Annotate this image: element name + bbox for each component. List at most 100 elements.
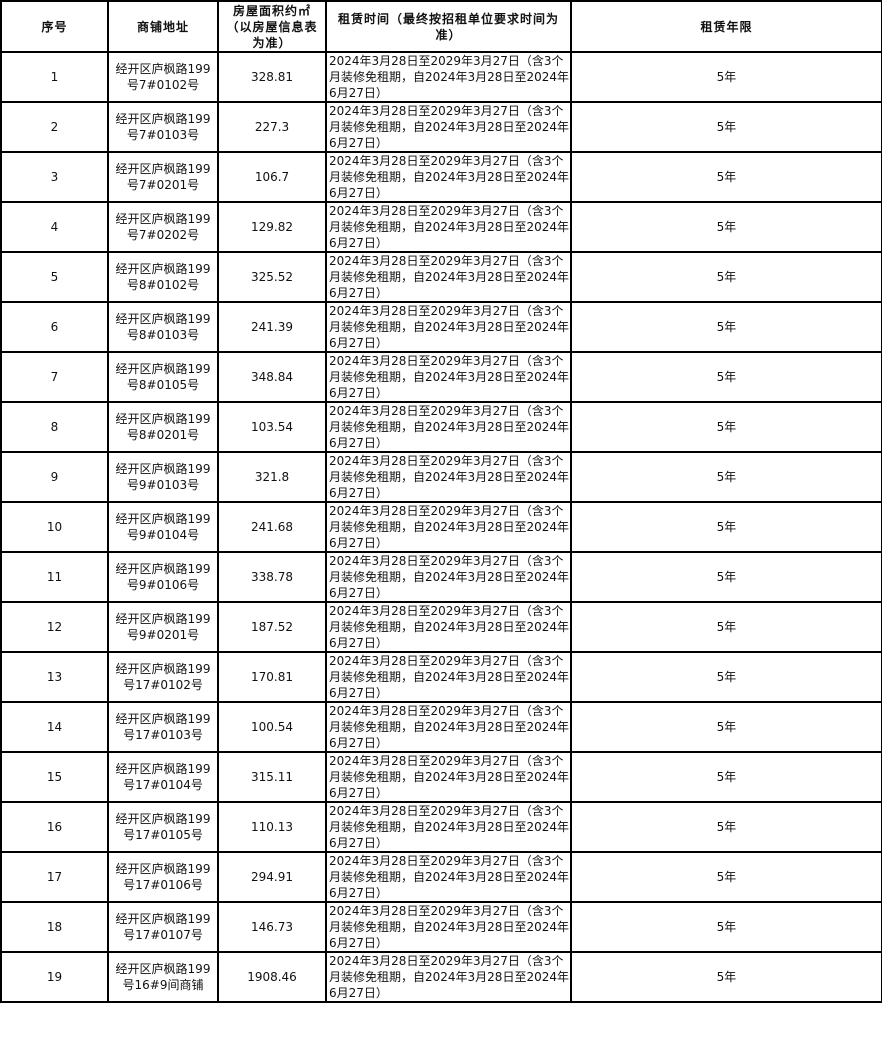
table-row: 13 经开区庐枫路199号17#0102号 170.81 2024年3月28日至202…: [0, 651, 882, 703]
cell-period: 2024年3月28日至2029年3月27日（含3个月装修免租期，自2024年3月…: [325, 751, 572, 803]
cell-no: 9: [0, 451, 109, 503]
cell-address: 经开区庐枫路199号8#0201号: [107, 401, 219, 453]
cell-period: 2024年3月28日至2029年3月27日（含3个月装修免租期，自2024年3月…: [325, 901, 572, 953]
cell-term: 5年: [570, 601, 882, 653]
table-row: 14 经开区庐枫路199号17#0103号 100.54 2024年3月28日至202…: [0, 701, 882, 753]
lease-table: 序号 商铺地址 房屋面积约㎡（以房屋信息表为准） 租赁时间（最终按招租单位要求时…: [0, 0, 882, 1003]
cell-no: 13: [0, 651, 109, 703]
cell-address: 经开区庐枫路199号17#0102号: [107, 651, 219, 703]
cell-term: 5年: [570, 451, 882, 503]
cell-no: 17: [0, 851, 109, 903]
table-row: 19 经开区庐枫路199号16#9间商铺 1908.46 2024年3月28日至202…: [0, 951, 882, 1003]
cell-address: 经开区庐枫路199号17#0103号: [107, 701, 219, 753]
cell-area: 328.81: [217, 51, 327, 103]
cell-address: 经开区庐枫路199号9#0103号: [107, 451, 219, 503]
cell-term: 5年: [570, 751, 882, 803]
cell-term: 5年: [570, 951, 882, 1003]
cell-term: 5年: [570, 551, 882, 603]
cell-period: 2024年3月28日至2029年3月27日（含3个月装修免租期，自2024年3月…: [325, 351, 572, 403]
cell-period: 2024年3月28日至2029年3月27日（含3个月装修免租期，自2024年3月…: [325, 401, 572, 453]
cell-address: 经开区庐枫路199号17#0104号: [107, 751, 219, 803]
cell-area: 227.3: [217, 101, 327, 153]
table-row: 8 经开区庐枫路199号8#0201号 103.54 2024年3月28日至2029年…: [0, 401, 882, 453]
cell-address: 经开区庐枫路199号17#0105号: [107, 801, 219, 853]
cell-address: 经开区庐枫路199号7#0202号: [107, 201, 219, 253]
cell-no: 16: [0, 801, 109, 853]
cell-term: 5年: [570, 401, 882, 453]
cell-period: 2024年3月28日至2029年3月27日（含3个月装修免租期，自2024年3月…: [325, 201, 572, 253]
table-row: 2 经开区庐枫路199号7#0103号 227.3 2024年3月28日至2029年3…: [0, 101, 882, 153]
cell-no: 2: [0, 101, 109, 153]
cell-area: 321.8: [217, 451, 327, 503]
cell-period: 2024年3月28日至2029年3月27日（含3个月装修免租期，自2024年3月…: [325, 551, 572, 603]
cell-area: 106.7: [217, 151, 327, 203]
cell-term: 5年: [570, 851, 882, 903]
cell-area: 338.78: [217, 551, 327, 603]
cell-address: 经开区庐枫路199号7#0201号: [107, 151, 219, 203]
cell-period: 2024年3月28日至2029年3月27日（含3个月装修免租期，自2024年3月…: [325, 651, 572, 703]
cell-area: 1908.46: [217, 951, 327, 1003]
cell-term: 5年: [570, 351, 882, 403]
table-row: 4 经开区庐枫路199号7#0202号 129.82 2024年3月28日至2029年…: [0, 201, 882, 253]
table-row: 1 经开区庐枫路199号7#0102号 328.81 2024年3月28日至2029年…: [0, 51, 882, 103]
cell-area: 110.13: [217, 801, 327, 853]
cell-no: 6: [0, 301, 109, 353]
cell-address: 经开区庐枫路199号7#0102号: [107, 51, 219, 103]
cell-area: 129.82: [217, 201, 327, 253]
cell-period: 2024年3月28日至2029年3月27日（含3个月装修免租期，自2024年3月…: [325, 701, 572, 753]
table-row: 9 经开区庐枫路199号9#0103号 321.8 2024年3月28日至2029年3…: [0, 451, 882, 503]
table-row: 10 经开区庐枫路199号9#0104号 241.68 2024年3月28日至2029…: [0, 501, 882, 553]
cell-address: 经开区庐枫路199号7#0103号: [107, 101, 219, 153]
cell-address: 经开区庐枫路199号9#0106号: [107, 551, 219, 603]
cell-address: 经开区庐枫路199号17#0107号: [107, 901, 219, 953]
cell-period: 2024年3月28日至2029年3月27日（含3个月装修免租期，自2024年3月…: [325, 951, 572, 1003]
table-row: 12 经开区庐枫路199号9#0201号 187.52 2024年3月28日至2029…: [0, 601, 882, 653]
cell-area: 170.81: [217, 651, 327, 703]
table-row: 6 经开区庐枫路199号8#0103号 241.39 2024年3月28日至2029年…: [0, 301, 882, 353]
cell-no: 7: [0, 351, 109, 403]
cell-period: 2024年3月28日至2029年3月27日（含3个月装修免租期，自2024年3月…: [325, 801, 572, 853]
table-row: 17 经开区庐枫路199号17#0106号 294.91 2024年3月28日至202…: [0, 851, 882, 903]
cell-term: 5年: [570, 651, 882, 703]
cell-term: 5年: [570, 301, 882, 353]
cell-area: 100.54: [217, 701, 327, 753]
cell-no: 18: [0, 901, 109, 953]
cell-term: 5年: [570, 201, 882, 253]
cell-address: 经开区庐枫路199号16#9间商铺: [107, 951, 219, 1003]
header-address: 商铺地址: [107, 0, 219, 53]
cell-address: 经开区庐枫路199号8#0103号: [107, 301, 219, 353]
header-area: 房屋面积约㎡（以房屋信息表为准）: [217, 0, 327, 53]
header-term: 租赁年限: [570, 0, 882, 53]
cell-period: 2024年3月28日至2029年3月27日（含3个月装修免租期，自2024年3月…: [325, 101, 572, 153]
cell-area: 187.52: [217, 601, 327, 653]
cell-address: 经开区庐枫路199号17#0106号: [107, 851, 219, 903]
cell-no: 5: [0, 251, 109, 303]
cell-term: 5年: [570, 801, 882, 853]
cell-address: 经开区庐枫路199号8#0105号: [107, 351, 219, 403]
table-row: 3 经开区庐枫路199号7#0201号 106.7 2024年3月28日至2029年3…: [0, 151, 882, 203]
cell-no: 19: [0, 951, 109, 1003]
cell-no: 10: [0, 501, 109, 553]
cell-no: 3: [0, 151, 109, 203]
table-row: 15 经开区庐枫路199号17#0104号 315.11 2024年3月28日至202…: [0, 751, 882, 803]
cell-term: 5年: [570, 151, 882, 203]
cell-period: 2024年3月28日至2029年3月27日（含3个月装修免租期，自2024年3月…: [325, 851, 572, 903]
cell-area: 325.52: [217, 251, 327, 303]
table-row: 18 经开区庐枫路199号17#0107号 146.73 2024年3月28日至202…: [0, 901, 882, 953]
cell-no: 11: [0, 551, 109, 603]
cell-period: 2024年3月28日至2029年3月27日（含3个月装修免租期，自2024年3月…: [325, 251, 572, 303]
header-period: 租赁时间（最终按招租单位要求时间为准）: [325, 0, 572, 53]
cell-period: 2024年3月28日至2029年3月27日（含3个月装修免租期，自2024年3月…: [325, 51, 572, 103]
cell-area: 241.68: [217, 501, 327, 553]
cell-no: 8: [0, 401, 109, 453]
cell-area: 294.91: [217, 851, 327, 903]
cell-area: 241.39: [217, 301, 327, 353]
cell-area: 146.73: [217, 901, 327, 953]
cell-address: 经开区庐枫路199号9#0201号: [107, 601, 219, 653]
table-row: 11 经开区庐枫路199号9#0106号 338.78 2024年3月28日至2029…: [0, 551, 882, 603]
cell-term: 5年: [570, 251, 882, 303]
header-row: 序号 商铺地址 房屋面积约㎡（以房屋信息表为准） 租赁时间（最终按招租单位要求时…: [0, 0, 882, 53]
cell-term: 5年: [570, 701, 882, 753]
cell-term: 5年: [570, 51, 882, 103]
table-row: 7 经开区庐枫路199号8#0105号 348.84 2024年3月28日至2029年…: [0, 351, 882, 403]
